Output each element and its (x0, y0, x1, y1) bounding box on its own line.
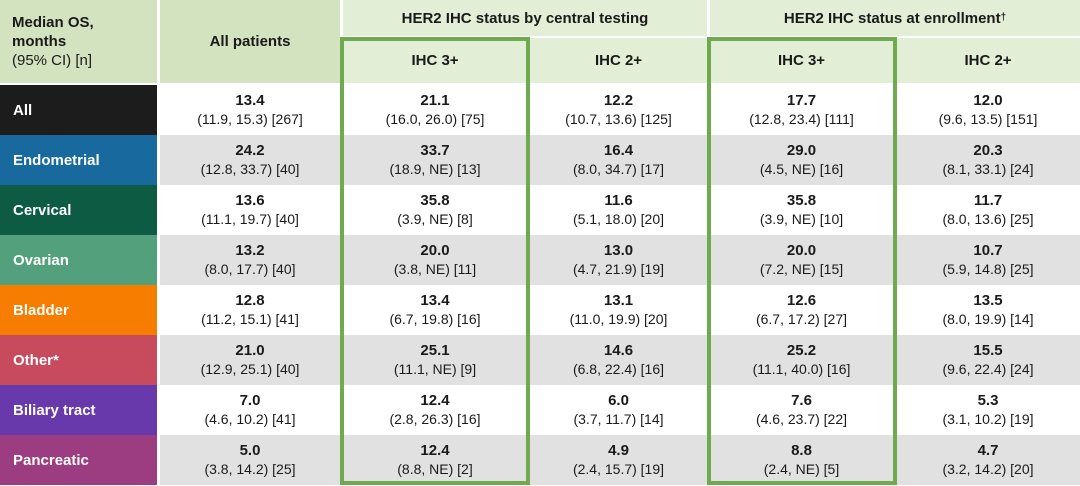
column-group-enrollment-label: HER2 IHC status at enrollment (783, 9, 1001, 27)
row-label-endometrial: Endometrial (0, 135, 157, 185)
column-group-central-testing: HER2 IHC status by central testing (343, 0, 707, 38)
data-cell: 35.8 (3.9, NE) [10] (710, 185, 893, 235)
corner-line3: (95% CI) [n] (12, 52, 93, 69)
column-group-enrollment: HER2 IHC status at enrollment † (710, 0, 1080, 38)
data-cell: 20.3 (8.1, 33.1) [24] (896, 135, 1080, 185)
data-cell: 13.6 (11.1, 19.7) [40] (160, 185, 340, 235)
data-cell: 21.0 (12.9, 25.1) [40] (160, 335, 340, 385)
row-label-other: Other* (0, 335, 157, 385)
data-cell: 7.6 (4.6, 23.7) [22] (710, 385, 893, 435)
subheader-enrollment-ihc2: IHC 2+ (896, 38, 1080, 85)
row-label-bladder: Bladder (0, 285, 157, 335)
data-cell: 35.8 (3.9, NE) [8] (343, 185, 527, 235)
data-cell: 12.6 (6.7, 17.2) [27] (710, 285, 893, 335)
data-cell: 13.5 (8.0, 19.9) [14] (896, 285, 1080, 335)
data-cell: 12.2 (10.7, 13.6) [125] (530, 85, 707, 135)
column-header-all-patients: All patients (160, 0, 340, 85)
data-cell: 17.7 (12.8, 23.4) [111] (710, 85, 893, 135)
data-cell: 11.7 (8.0, 13.6) [25] (896, 185, 1080, 235)
data-cell: 10.7 (5.9, 14.8) [25] (896, 235, 1080, 285)
row-label-cervical: Cervical (0, 185, 157, 235)
data-cell: 6.0 (3.7, 11.7) [14] (530, 385, 707, 435)
data-cell: 5.0 (3.8, 14.2) [25] (160, 435, 340, 485)
row-label-ovarian: Ovarian (0, 235, 157, 285)
data-cell: 15.5 (9.6, 22.4) [24] (896, 335, 1080, 385)
data-cell: 33.7 (18.9, NE) [13] (343, 135, 527, 185)
data-cell: 29.0 (4.5, NE) [16] (710, 135, 893, 185)
row-label-pancreatic: Pancreatic (0, 435, 157, 485)
corner-header: Median OS, months (95% CI) [n] (0, 0, 157, 85)
subheader-central-ihc2: IHC 2+ (530, 38, 707, 85)
data-cell: 13.2 (8.0, 17.7) [40] (160, 235, 340, 285)
data-cell: 20.0 (3.8, NE) [11] (343, 235, 527, 285)
data-cell: 11.6 (5.1, 18.0) [20] (530, 185, 707, 235)
data-cell: 12.0 (9.6, 13.5) [151] (896, 85, 1080, 135)
data-cell: 13.1 (11.0, 19.9) [20] (530, 285, 707, 335)
data-cell: 7.0 (4.6, 10.2) [41] (160, 385, 340, 435)
row-label-all: All (0, 85, 157, 135)
corner-line1: Median OS, (12, 14, 94, 31)
data-cell: 24.2 (12.8, 33.7) [40] (160, 135, 340, 185)
data-cell: 4.9 (2.4, 15.7) [19] (530, 435, 707, 485)
row-label-biliary-tract: Biliary tract (0, 385, 157, 435)
data-cell: 20.0 (7.2, NE) [15] (710, 235, 893, 285)
subheader-enrollment-ihc3: IHC 3+ (710, 38, 893, 85)
data-cell: 4.7 (3.2, 14.2) [20] (896, 435, 1080, 485)
data-cell: 12.4 (8.8, NE) [2] (343, 435, 527, 485)
data-cell: 16.4 (8.0, 34.7) [17] (530, 135, 707, 185)
data-cell: 13.4 (6.7, 19.8) [16] (343, 285, 527, 335)
data-cell: 8.8 (2.4, NE) [5] (710, 435, 893, 485)
data-cell: 25.1 (11.1, NE) [9] (343, 335, 527, 385)
data-cell: 12.8 (11.2, 15.1) [41] (160, 285, 340, 335)
subheader-central-ihc3: IHC 3+ (343, 38, 527, 85)
data-cell: 5.3 (3.1, 10.2) [19] (896, 385, 1080, 435)
data-cell: 14.6 (6.8, 22.4) [16] (530, 335, 707, 385)
corner-line2: months (12, 33, 67, 50)
data-cell: 13.4 (11.9, 15.3) [267] (160, 85, 340, 135)
data-cell: 12.4 (2.8, 26.3) [16] (343, 385, 527, 435)
data-cell: 25.2 (11.1, 40.0) [16] (710, 335, 893, 385)
data-cell: 13.0 (4.7, 21.9) [19] (530, 235, 707, 285)
data-cell: 21.1 (16.0, 26.0) [75] (343, 85, 527, 135)
